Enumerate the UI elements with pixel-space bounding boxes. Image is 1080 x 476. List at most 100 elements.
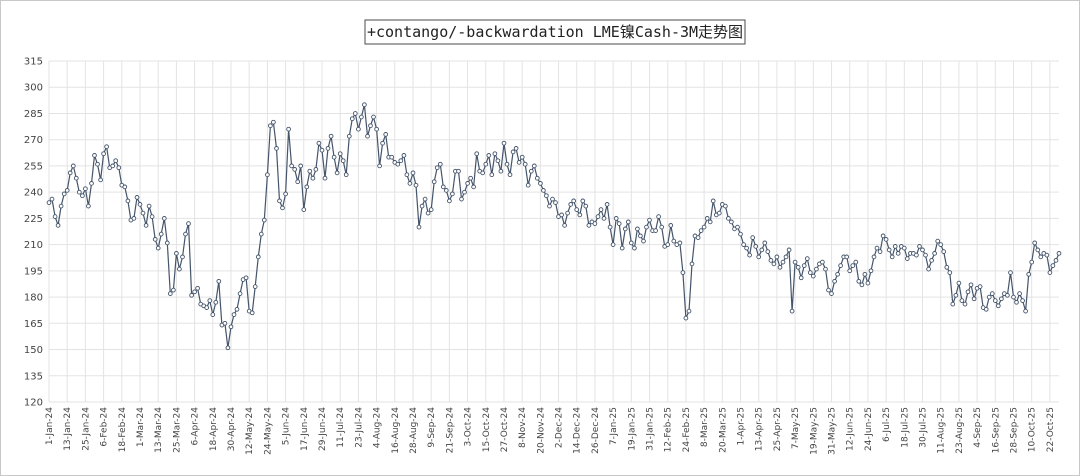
x-axis-ticks: 1-Jan-24 13-Jan-24 25-Jan-24 6-Feb-24 18-Feb…: [45, 407, 1056, 455]
x-tick-label: 25-Apr-25: [773, 407, 783, 451]
data-point: [877, 249, 883, 254]
data-point: [723, 203, 728, 209]
data-point: [977, 284, 983, 289]
y-tick-label: 300: [24, 83, 43, 94]
x-tick-label: 12-Feb-25: [664, 407, 674, 452]
data-point: [340, 158, 346, 164]
data-point: [401, 153, 407, 158]
data-point: [143, 223, 149, 228]
data-point: [622, 226, 628, 232]
data-point: [265, 172, 270, 178]
data-point: [653, 228, 658, 233]
data-point: [277, 198, 282, 204]
data-point: [374, 126, 379, 132]
data-point: [999, 296, 1004, 302]
data-point: [638, 233, 643, 239]
x-tick-label: 24-Jun-25: [864, 407, 874, 451]
data-point: [741, 242, 746, 247]
data-point: [1023, 308, 1028, 314]
data-point: [789, 308, 795, 314]
y-tick-label: 210: [24, 240, 43, 251]
data-point: [853, 259, 859, 265]
data-point: [953, 292, 959, 298]
data-point: [498, 168, 504, 174]
data-point: [46, 200, 52, 205]
title-text: +contango/-backwardation LME镍Cash-3M走势图: [367, 23, 743, 41]
data-point: [871, 254, 877, 260]
data-point: [1008, 270, 1013, 275]
data-point: [595, 214, 601, 219]
x-tick-label: 17-Jun-24: [300, 407, 310, 451]
x-tick-label: 26-Dec-24: [591, 407, 601, 454]
data-point: [647, 217, 652, 223]
data-point: [131, 216, 137, 221]
x-tick-label: 8-Mar-25: [700, 407, 710, 447]
y-tick-label: 315: [24, 57, 43, 68]
data-point: [73, 175, 79, 181]
x-tick-label: 20-Nov-24: [536, 407, 546, 454]
x-tick-label: 23-Jul-24: [354, 407, 364, 448]
data-point: [116, 165, 122, 171]
data-point: [52, 214, 58, 219]
data-point: [874, 245, 880, 251]
data-point: [80, 193, 85, 199]
data-point: [428, 207, 434, 212]
data-point: [298, 163, 304, 169]
data-point: [668, 223, 674, 228]
data-point: [895, 251, 901, 256]
data-point: [641, 238, 646, 244]
data-point: [820, 259, 825, 265]
data-point: [801, 263, 807, 268]
y-tick-label: 195: [24, 266, 43, 277]
data-point: [795, 264, 801, 270]
data-point: [522, 161, 528, 167]
data-point: [559, 212, 564, 218]
data-point: [356, 126, 361, 132]
data-point: [780, 259, 786, 265]
data-point: [489, 172, 495, 178]
data-point: [762, 240, 768, 246]
x-tick-label: 12-May-24: [245, 407, 255, 455]
x-tick-label: 6-Jul-25: [882, 407, 892, 442]
data-point: [771, 261, 777, 267]
data-point: [759, 247, 765, 253]
data-point: [349, 116, 355, 122]
data-point: [192, 289, 197, 295]
data-point: [644, 224, 649, 230]
data-point: [258, 231, 264, 237]
data-point: [541, 188, 546, 193]
data-point: [886, 247, 892, 253]
data-point: [959, 298, 965, 303]
data-point: [462, 189, 467, 195]
data-point: [146, 203, 152, 209]
data-point: [568, 202, 574, 207]
data-point: [319, 147, 325, 153]
data-point: [844, 254, 850, 260]
data-point: [337, 151, 343, 157]
data-point: [671, 238, 677, 244]
data-point: [346, 133, 352, 139]
data-point: [495, 158, 501, 164]
data-point: [328, 133, 334, 139]
data-point: [850, 263, 856, 268]
data-point: [501, 140, 507, 146]
data-point: [104, 144, 109, 150]
x-tick-label: 28-Sep-25: [1010, 407, 1020, 453]
data-point: [965, 289, 971, 295]
data-point: [917, 244, 922, 249]
data-point: [425, 210, 431, 216]
data-point: [804, 256, 810, 261]
data-point: [186, 221, 191, 226]
data-point: [419, 203, 425, 209]
data-point: [577, 212, 583, 218]
data-point: [926, 266, 931, 272]
data-point: [98, 177, 103, 183]
data-point: [534, 175, 540, 181]
data-point: [1053, 258, 1059, 263]
data-point: [271, 119, 276, 125]
data-point: [204, 305, 210, 310]
data-point: [225, 345, 231, 351]
data-point: [447, 198, 452, 204]
data-point: [504, 161, 510, 167]
